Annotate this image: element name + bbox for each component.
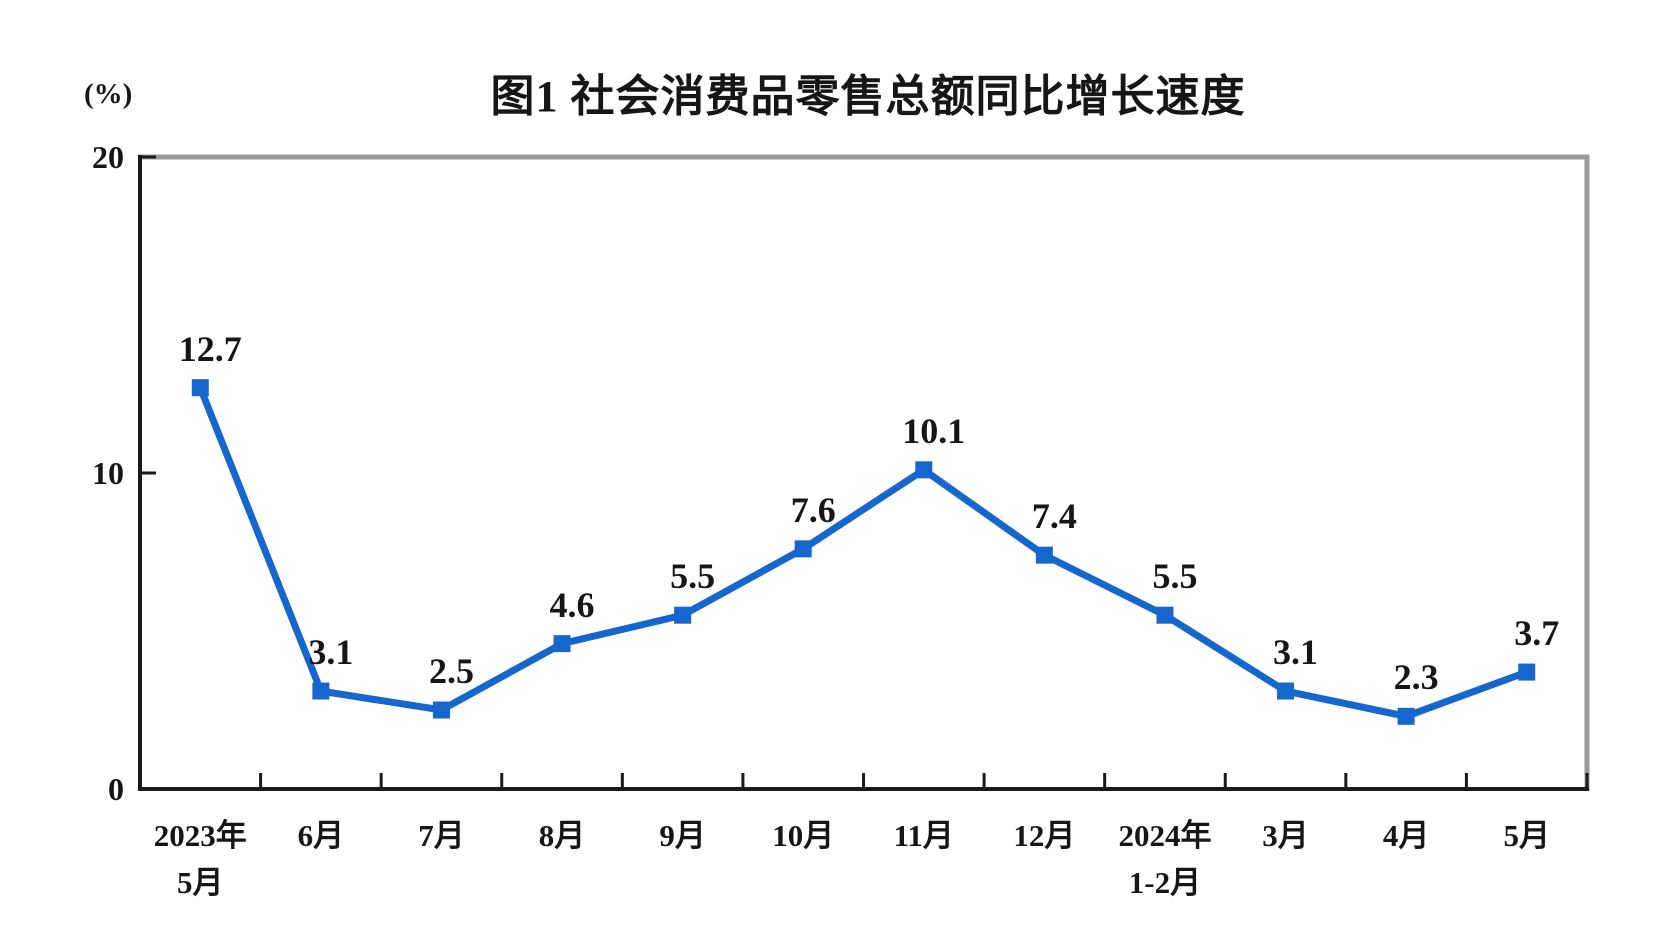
data-point-marker [1156,606,1174,624]
point-value-label: 2.3 [1393,657,1439,698]
data-point-marker [432,701,450,719]
point-value-label: 5.5 [1152,556,1198,597]
y-tick-label: 0 [108,771,124,807]
x-category-label: 9月 [659,818,706,853]
y-axis-unit-label: (%) [84,78,133,110]
x-category-label: 11月 [893,818,954,853]
x-category-label: 3月 [1262,818,1309,853]
y-tick-label: 10 [92,455,124,491]
point-value-label: 4.6 [549,584,595,625]
data-point-marker [1277,682,1295,700]
data-point-marker [191,379,209,397]
data-point-marker [915,461,933,479]
point-value-label: 5.5 [670,556,716,597]
x-category-label: 8月 [538,818,586,853]
point-value-label: 3.1 [308,632,354,673]
x-category-label: 7月 [418,818,465,853]
line-series [197,386,1528,720]
chart-title: 图1 社会消费品零售总额同比增长速度 [490,72,1246,121]
data-point-marker [674,606,692,624]
data-point-marker [794,540,812,558]
data-point-marker [312,682,330,700]
x-category-label: 6月 [297,818,345,853]
point-value-label: 7.6 [790,489,836,530]
data-point-marker [1035,546,1053,564]
point-value-label: 3.1 [1273,632,1319,673]
x-category-label: 2024年 1-2月 [1118,818,1212,900]
x-category-label: 5月 [1503,818,1550,853]
point-value-label: 2.5 [428,651,474,691]
point-value-label: 10.1 [902,410,966,451]
data-point-marker [1518,663,1536,681]
y-tick-label: 20 [92,139,124,175]
x-category-label: 2023年 5月 [153,818,247,900]
point-value-label: 12.7 [178,328,242,369]
x-category-label: 10月 [772,818,835,853]
data-point-marker [1397,707,1415,725]
data-point-marker [553,635,571,653]
point-value-label: 3.7 [1514,613,1560,654]
point-value-label: 7.4 [1031,496,1077,537]
x-category-label: 4月 [1382,818,1430,853]
x-category-label: 12月 [1013,818,1076,853]
